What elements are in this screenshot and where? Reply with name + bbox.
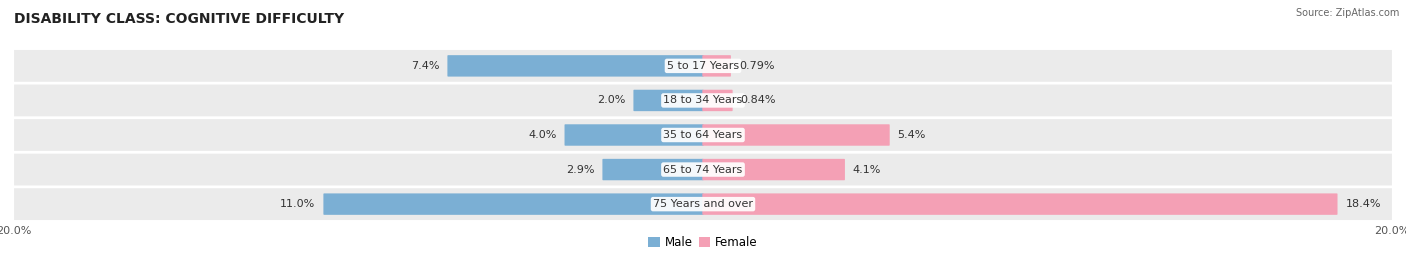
Text: 0.84%: 0.84%	[741, 95, 776, 106]
Text: DISABILITY CLASS: COGNITIVE DIFFICULTY: DISABILITY CLASS: COGNITIVE DIFFICULTY	[14, 12, 344, 26]
Text: 5 to 17 Years: 5 to 17 Years	[666, 61, 740, 71]
FancyBboxPatch shape	[703, 159, 845, 180]
FancyBboxPatch shape	[14, 50, 1392, 82]
Text: 2.9%: 2.9%	[567, 164, 595, 175]
Text: 4.1%: 4.1%	[853, 164, 882, 175]
Text: Source: ZipAtlas.com: Source: ZipAtlas.com	[1295, 8, 1399, 18]
FancyBboxPatch shape	[703, 124, 890, 146]
FancyBboxPatch shape	[14, 188, 1392, 220]
FancyBboxPatch shape	[323, 193, 703, 215]
FancyBboxPatch shape	[602, 159, 703, 180]
FancyBboxPatch shape	[703, 55, 731, 77]
FancyBboxPatch shape	[14, 154, 1392, 185]
FancyBboxPatch shape	[565, 124, 703, 146]
Text: 18.4%: 18.4%	[1346, 199, 1381, 209]
Text: 7.4%: 7.4%	[411, 61, 440, 71]
FancyBboxPatch shape	[703, 193, 1337, 215]
Text: 11.0%: 11.0%	[280, 199, 315, 209]
Text: 0.79%: 0.79%	[738, 61, 775, 71]
Text: 65 to 74 Years: 65 to 74 Years	[664, 164, 742, 175]
FancyBboxPatch shape	[14, 85, 1392, 116]
Text: 4.0%: 4.0%	[529, 130, 557, 140]
Text: 18 to 34 Years: 18 to 34 Years	[664, 95, 742, 106]
FancyBboxPatch shape	[634, 90, 703, 111]
Text: 75 Years and over: 75 Years and over	[652, 199, 754, 209]
FancyBboxPatch shape	[14, 119, 1392, 151]
FancyBboxPatch shape	[447, 55, 703, 77]
Text: 5.4%: 5.4%	[897, 130, 927, 140]
FancyBboxPatch shape	[703, 90, 733, 111]
Legend: Male, Female: Male, Female	[644, 231, 762, 254]
Text: 35 to 64 Years: 35 to 64 Years	[664, 130, 742, 140]
Text: 2.0%: 2.0%	[598, 95, 626, 106]
